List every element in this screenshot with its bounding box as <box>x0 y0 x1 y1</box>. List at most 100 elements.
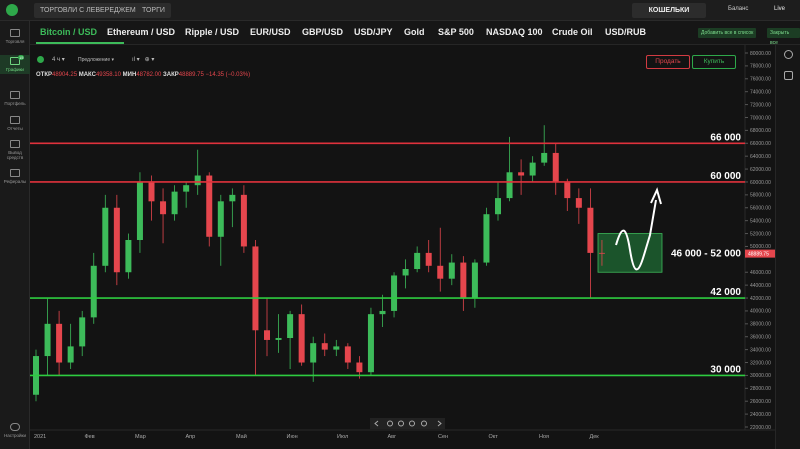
x-tick-label: Апр <box>186 434 196 440</box>
candle-body <box>206 175 213 237</box>
candle-body <box>402 269 409 276</box>
chart-tools[interactable]: ıl ▾ ⊕ ▾ <box>132 57 155 63</box>
candle-body <box>541 152 548 163</box>
y-tick-label: 40000.00 <box>750 309 771 315</box>
y-tick-label: 50000.00 <box>750 244 771 250</box>
zoom-out[interactable] <box>387 420 393 427</box>
nav-item[interactable]: Торговля <box>0 29 30 44</box>
y-tick-label: 74000.00 <box>750 89 771 95</box>
level-label: 66 000 <box>710 132 741 143</box>
instrument-tab[interactable]: Gold <box>404 27 425 37</box>
candle-body <box>333 346 340 350</box>
zoom-fit[interactable] <box>421 420 427 427</box>
candle-body <box>171 191 178 215</box>
instrument-tab[interactable]: EUR/USD <box>250 27 291 37</box>
x-tick-label: Июн <box>287 434 298 440</box>
instrument-tab[interactable]: Bitcoin / USD <box>40 27 98 37</box>
reset[interactable] <box>398 420 404 427</box>
nav-label: Отчеты <box>7 126 23 131</box>
price-type[interactable]: Предложение ▾ <box>78 57 115 63</box>
y-tick-label: 68000.00 <box>750 128 771 134</box>
zone-label: 46 000 - 52 000 <box>671 248 741 259</box>
level-label: 60 000 <box>710 171 741 182</box>
level-label: 42 000 <box>710 287 741 298</box>
price-type-label: Предложение <box>78 57 111 63</box>
ohlc-label: МИН <box>122 72 137 78</box>
tab-leverage[interactable]: ТОРГОВЛИ С ЛЕВЕРЕДЖЕМ <box>34 3 142 18</box>
instrument-tab[interactable]: Ripple / USD <box>185 27 240 37</box>
zoom-in[interactable] <box>409 420 415 427</box>
y-tick-label: 38000.00 <box>750 322 771 328</box>
interval[interactable]: 4 ч ▾ <box>37 56 65 63</box>
mode[interactable]: Live <box>774 6 786 12</box>
y-tick-label: 36000.00 <box>750 335 771 341</box>
y-tick-label: 24000.00 <box>750 412 771 418</box>
candle-body <box>564 181 571 199</box>
candle-body <box>79 317 86 347</box>
info-icon[interactable] <box>784 50 793 59</box>
candle-body <box>183 185 190 192</box>
settings-icon[interactable] <box>784 71 793 80</box>
x-tick-label: Фев <box>85 434 95 440</box>
instrument-tab[interactable]: GBP/USD <box>302 27 344 37</box>
candle-body <box>471 262 478 299</box>
candle-body <box>90 265 97 318</box>
y-tick-label: 42000.00 <box>750 296 771 302</box>
ohlc-value: 48782.00 <box>136 72 162 78</box>
y-tick-label: 54000.00 <box>750 218 771 224</box>
candle-body <box>344 346 351 363</box>
candle-body <box>587 207 594 253</box>
nav-item[interactable]: Настройки <box>0 423 30 438</box>
sell-button[interactable]: Продать <box>646 55 690 69</box>
candle-body <box>598 252 605 254</box>
x-tick-label: Сен <box>438 434 448 440</box>
instrument-tab[interactable]: Crude Oil <box>552 27 593 37</box>
y-tick-label: 76000.00 <box>750 77 771 83</box>
add-all[interactable]: Добавить все в список <box>698 28 757 38</box>
nav-item[interactable]: Портфель <box>0 91 30 106</box>
candle-body <box>483 214 490 263</box>
logo[interactable] <box>6 4 18 16</box>
nav-arrows[interactable] <box>374 420 442 427</box>
instrument-bar: Bitcoin / USD Ethereum / USD Ripple / US… <box>30 21 800 46</box>
candle-body <box>506 172 513 199</box>
buy-button[interactable]: Купить <box>692 55 736 69</box>
nav-item[interactable]: Отчеты <box>0 116 30 131</box>
candle-body <box>460 262 467 299</box>
candle-body <box>552 152 559 182</box>
nav-bg <box>370 418 445 429</box>
candle-body <box>102 207 109 266</box>
tab-trades[interactable]: ТОРГИ <box>136 3 171 18</box>
candle-body <box>379 310 386 315</box>
instrument-tab[interactable]: USD/RUB <box>605 27 647 37</box>
y-tick-label: 22000.00 <box>750 425 771 431</box>
wallets[interactable]: КОШЕЛЬКИ <box>632 3 706 18</box>
nav-label: Рефералы <box>3 179 27 184</box>
candle-body <box>529 162 536 176</box>
nav-label: Графики <box>6 67 24 72</box>
candle-body <box>113 207 120 273</box>
instrument-tab[interactable]: Ethereum / USD <box>107 27 176 37</box>
y-tick-label: 52000.00 <box>750 231 771 237</box>
y-tick-label: 66000.00 <box>750 141 771 147</box>
nav-item[interactable]: Рефералы <box>0 169 30 184</box>
candle-body <box>194 175 201 186</box>
x-tick-label: Авг <box>388 434 397 440</box>
y-tick-label: 28000.00 <box>750 386 771 392</box>
x-tick-label: Июл <box>337 434 348 440</box>
ohlc-value: 49358.10 <box>95 72 121 78</box>
nav-item[interactable]: Графики 15 <box>0 55 30 74</box>
sidebar: Торговля Графики 15 Портфель Отчеты Выво… <box>0 21 30 449</box>
instrument-tab[interactable]: S&P 500 <box>438 27 474 37</box>
y-tick-label: 44000.00 <box>750 283 771 289</box>
projection-arrow <box>615 187 662 271</box>
close-all[interactable]: Закрыть все <box>767 28 800 46</box>
y-tick-label: 80000.00 <box>750 51 771 57</box>
badge: 15 <box>18 55 25 60</box>
instrument-tab[interactable]: USD/JPY <box>354 27 393 37</box>
candle-body <box>56 323 63 363</box>
nav-item[interactable]: Вывод средств <box>0 140 30 160</box>
balance[interactable]: Баланс <box>728 6 749 12</box>
ohlc-label: ЗАКР <box>163 72 179 78</box>
instrument-tab[interactable]: NASDAQ 100 <box>486 27 543 37</box>
